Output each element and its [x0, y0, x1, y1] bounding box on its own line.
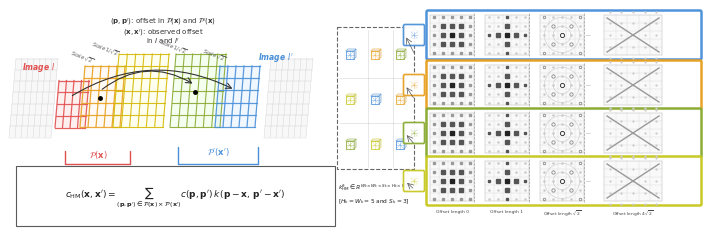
FancyBboxPatch shape [427, 61, 702, 110]
Bar [430, 65, 474, 105]
Bar [540, 113, 584, 153]
FancyBboxPatch shape [427, 10, 702, 59]
Bar [485, 161, 529, 201]
Bar [430, 161, 474, 201]
Polygon shape [55, 80, 89, 127]
Bar [411, 82, 417, 88]
Polygon shape [396, 94, 406, 96]
Polygon shape [354, 94, 356, 104]
Text: $(\mathbf{p}, \mathbf{p}^{\prime})$: offset in $\mathcal{P}(\mathbf{x})$ and $\m: $(\mathbf{p}, \mathbf{p}^{\prime})$: off… [110, 17, 216, 27]
Polygon shape [417, 80, 419, 88]
FancyBboxPatch shape [404, 75, 425, 96]
Bar [346, 96, 354, 104]
Bar [411, 32, 417, 38]
Polygon shape [113, 54, 169, 127]
Bar [430, 113, 474, 153]
FancyBboxPatch shape [427, 157, 702, 206]
Polygon shape [371, 139, 381, 141]
FancyBboxPatch shape [16, 166, 335, 226]
FancyBboxPatch shape [404, 171, 425, 192]
FancyBboxPatch shape [427, 109, 702, 158]
Polygon shape [354, 49, 356, 59]
Bar [411, 130, 417, 136]
Text: $\mathcal{P}(\mathbf{x})$: $\mathcal{P}(\mathbf{x})$ [89, 149, 108, 161]
Text: ...: ... [585, 130, 591, 136]
Bar [485, 113, 529, 153]
Text: Scale $1/\sqrt{2}$: Scale $1/\sqrt{2}$ [158, 38, 188, 56]
Polygon shape [215, 66, 260, 127]
Text: $\mathcal{P}'(\mathbf{x}')$: $\mathcal{P}'(\mathbf{x}')$ [207, 146, 229, 158]
Polygon shape [417, 176, 419, 184]
FancyBboxPatch shape [337, 27, 414, 169]
Polygon shape [80, 66, 125, 127]
Text: Offset length 1: Offset length 1 [491, 210, 524, 214]
Bar [396, 141, 404, 149]
Bar [430, 15, 474, 55]
Text: Image $I$: Image $I$ [22, 61, 56, 74]
Text: ...: ... [585, 32, 591, 38]
Bar [396, 51, 404, 59]
Polygon shape [417, 30, 419, 38]
Bar [604, 113, 662, 153]
Polygon shape [411, 80, 419, 82]
Bar [346, 141, 354, 149]
Polygon shape [379, 49, 381, 59]
FancyBboxPatch shape [404, 24, 425, 45]
Polygon shape [404, 139, 406, 149]
Text: Scale $\sqrt{2}$: Scale $\sqrt{2}$ [70, 50, 95, 66]
Polygon shape [170, 54, 226, 127]
Text: Offset length $4\sqrt{2}$: Offset length $4\sqrt{2}$ [612, 210, 654, 219]
Bar [604, 15, 662, 55]
Text: $k_{\mathrm{HM}}^{\delta} \in \mathbb{R}^{W_k \times W_k \times S_k \times H_k \: $k_{\mathrm{HM}}^{\delta} \in \mathbb{R}… [338, 183, 418, 193]
Bar [485, 65, 529, 105]
Polygon shape [346, 139, 356, 141]
Bar [371, 96, 379, 104]
Bar [371, 141, 379, 149]
Text: $[H_k = W_k = 5\ \mathrm{and}\ S_k = 3]$: $[H_k = W_k = 5\ \mathrm{and}\ S_k = 3]$ [338, 198, 410, 206]
Bar [540, 15, 584, 55]
Bar [540, 65, 584, 105]
Text: Scale $1/\sqrt{2}$: Scale $1/\sqrt{2}$ [90, 40, 120, 58]
Bar [540, 161, 584, 201]
Polygon shape [264, 58, 313, 137]
Bar [346, 51, 354, 59]
Polygon shape [379, 139, 381, 149]
Polygon shape [346, 49, 356, 51]
Polygon shape [411, 176, 419, 178]
Polygon shape [417, 128, 419, 136]
Text: $(\mathbf{x}, \mathbf{x}^{\prime})$: observed offset: $(\mathbf{x}, \mathbf{x}^{\prime})$: obs… [122, 28, 203, 39]
FancyBboxPatch shape [404, 123, 425, 144]
Polygon shape [9, 58, 58, 137]
Text: in $I$ and $I^{\prime}$: in $I$ and $I^{\prime}$ [146, 36, 180, 46]
Text: Offset length $\sqrt{2}$: Offset length $\sqrt{2}$ [543, 210, 581, 219]
Bar [485, 15, 529, 55]
Text: ...: ... [585, 82, 591, 88]
Polygon shape [404, 49, 406, 59]
Polygon shape [404, 94, 406, 104]
Polygon shape [379, 94, 381, 104]
Bar [371, 51, 379, 59]
Text: Offset length 0: Offset length 0 [435, 210, 468, 214]
Polygon shape [354, 139, 356, 149]
Text: $c_{\mathrm{HM}}(\mathbf{x}, \mathbf{x}^{\prime}) = \sum_{(\mathbf{p},\mathbf{p}: $c_{\mathrm{HM}}(\mathbf{x}, \mathbf{x}^… [65, 186, 285, 210]
Polygon shape [396, 139, 406, 141]
Text: ...: ... [585, 178, 591, 184]
Polygon shape [346, 94, 356, 96]
Polygon shape [411, 30, 419, 32]
Bar [411, 178, 417, 184]
Bar [604, 161, 662, 201]
Bar [396, 96, 404, 104]
Text: Scale $\sqrt{2}$: Scale $\sqrt{2}$ [201, 48, 226, 65]
Polygon shape [411, 128, 419, 130]
Polygon shape [371, 94, 381, 96]
Bar [604, 65, 662, 105]
Polygon shape [371, 49, 381, 51]
Text: Image $I'$: Image $I'$ [258, 51, 294, 64]
Polygon shape [396, 49, 406, 51]
